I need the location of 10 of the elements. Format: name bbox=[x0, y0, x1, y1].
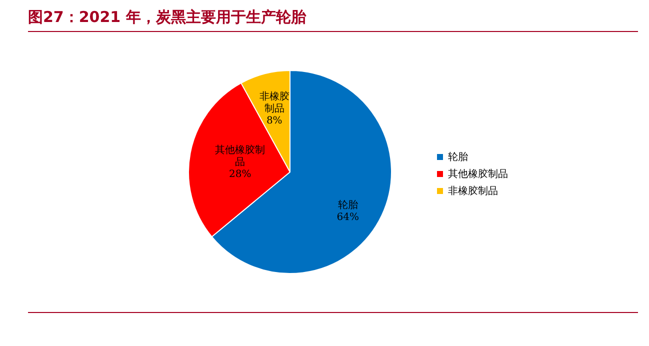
slice-label: 轮胎 bbox=[338, 199, 358, 212]
data-label: 64% bbox=[336, 212, 360, 224]
legend-label: 其他橡胶制品 bbox=[448, 168, 508, 180]
slice-label: 非橡胶制品 bbox=[259, 90, 290, 114]
legend-label: 轮胎 bbox=[448, 150, 468, 164]
legend-label: 非橡胶制品 bbox=[448, 184, 498, 198]
chart-title: 图27：2021 年，炭黑主要用于生产轮胎 bbox=[28, 8, 638, 32]
data-label: 28% bbox=[229, 169, 252, 180]
data-label: 8% bbox=[266, 115, 282, 126]
slice-label: 其他橡胶制品 bbox=[215, 144, 266, 168]
